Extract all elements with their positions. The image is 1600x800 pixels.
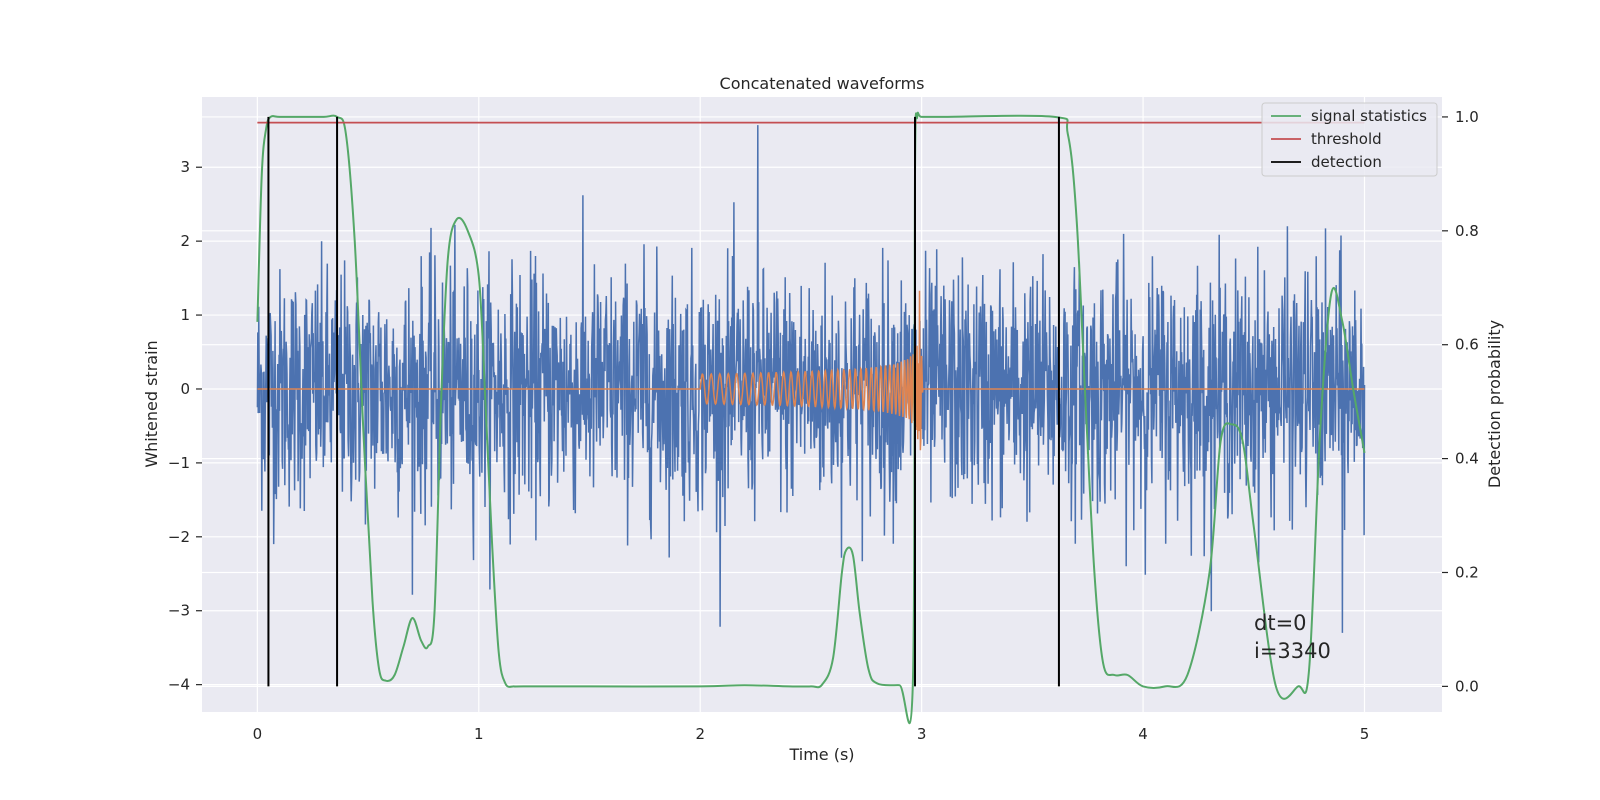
x-tick-label: 5	[1360, 725, 1370, 743]
legend-box	[1261, 102, 1438, 177]
y-tick-label: 2	[180, 232, 190, 250]
x-axis-ticks: 0 1 2 3 4 5	[253, 725, 1370, 743]
y-tick-label: −2	[168, 528, 190, 546]
y-tick-label: 3	[180, 158, 190, 176]
y-axis-ticks: 3 2 1 0 −1 −2 −3 −4	[168, 158, 202, 694]
signal-statistics-series	[256, 111, 1366, 725]
y-tick-label: −3	[168, 602, 190, 620]
x-axis-label: Time (s)	[788, 745, 854, 764]
legend-label-detection: detection	[1311, 153, 1382, 171]
right-tick-label: 0.0	[1455, 677, 1479, 695]
legend-label-threshold: threshold	[1311, 130, 1382, 148]
right-tick-label: 0.4	[1455, 450, 1479, 468]
right-tick-label: 0.8	[1455, 222, 1479, 240]
annotation-index: i=3340	[1254, 639, 1331, 663]
x-tick-label: 4	[1138, 725, 1148, 743]
y-tick-label: 1	[180, 306, 190, 324]
y-axis-label: Whitened strain	[142, 340, 161, 467]
right-tick-label: 0.6	[1455, 336, 1479, 354]
y-tick-label: −1	[168, 454, 190, 472]
legend: signal statistics threshold detection	[1261, 102, 1438, 177]
x-tick-label: 2	[695, 725, 705, 743]
x-tick-label: 1	[474, 725, 484, 743]
right-tick-label: 0.2	[1455, 563, 1479, 581]
chart-title: Concatenated waveforms	[720, 74, 925, 93]
right-axis-ticks: 1.0 0.8 0.6 0.4 0.2 0.0	[1442, 108, 1479, 695]
right-tick-label: 1.0	[1455, 108, 1479, 126]
y-tick-label: 0	[180, 380, 190, 398]
annotation-dt: dt=0	[1254, 611, 1307, 635]
signal-statistics-line	[256, 111, 1366, 725]
x-tick-label: 0	[253, 725, 263, 743]
y-tick-label: −4	[168, 676, 190, 694]
x-tick-label: 3	[917, 725, 927, 743]
right-axis-label: Detection probability	[1485, 320, 1504, 488]
legend-label-signal-statistics: signal statistics	[1311, 107, 1427, 125]
detection-series	[267, 116, 1060, 687]
